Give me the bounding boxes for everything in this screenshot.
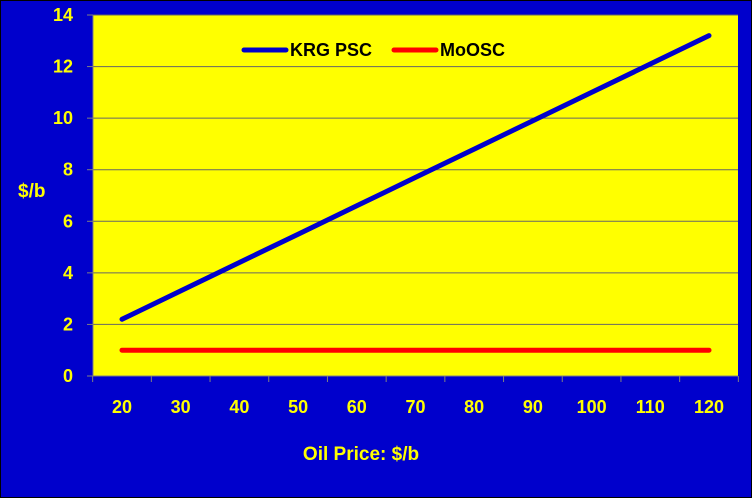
series-lines [119,33,712,353]
y-tick-label: 4 [63,263,73,283]
x-tick-label: 80 [464,397,484,417]
legend-label: MoOSC [440,40,505,60]
x-tick-label: 90 [523,397,543,417]
x-tick-label: 20 [112,397,132,417]
x-axis-title: Oil Price: $/b [303,444,419,465]
x-tick-label: 40 [229,397,249,417]
y-tick-label: 6 [63,211,73,231]
x-tick-label: 50 [288,397,308,417]
y-tick-label: 14 [53,5,73,25]
x-tick-label: 120 [694,397,724,417]
series-line-krg-psc [119,33,712,322]
legend: KRG PSC MoOSC [241,40,505,60]
axes [92,15,738,377]
x-tick-label: 30 [171,397,191,417]
y-tick-label: 0 [63,366,73,386]
y-tick-label: 10 [53,108,73,128]
x-tick-label: 60 [347,397,367,417]
x-tick-label: 110 [636,397,665,417]
x-tick-label: 70 [405,397,425,417]
y-tick-labels: 0 2 4 6 8 10 12 14 [53,5,93,386]
y-tick-label: 8 [63,160,73,180]
y-tick-label: 2 [63,314,73,334]
x-tick-label: 100 [577,397,607,417]
y-tick-label: 12 [53,57,73,77]
x-tick-labels: 20 30 40 50 60 70 80 90 100 110 120 [92,376,739,417]
y-axis-title: $/b [18,181,45,202]
gridlines [93,14,738,325]
legend-label: KRG PSC [290,40,372,60]
